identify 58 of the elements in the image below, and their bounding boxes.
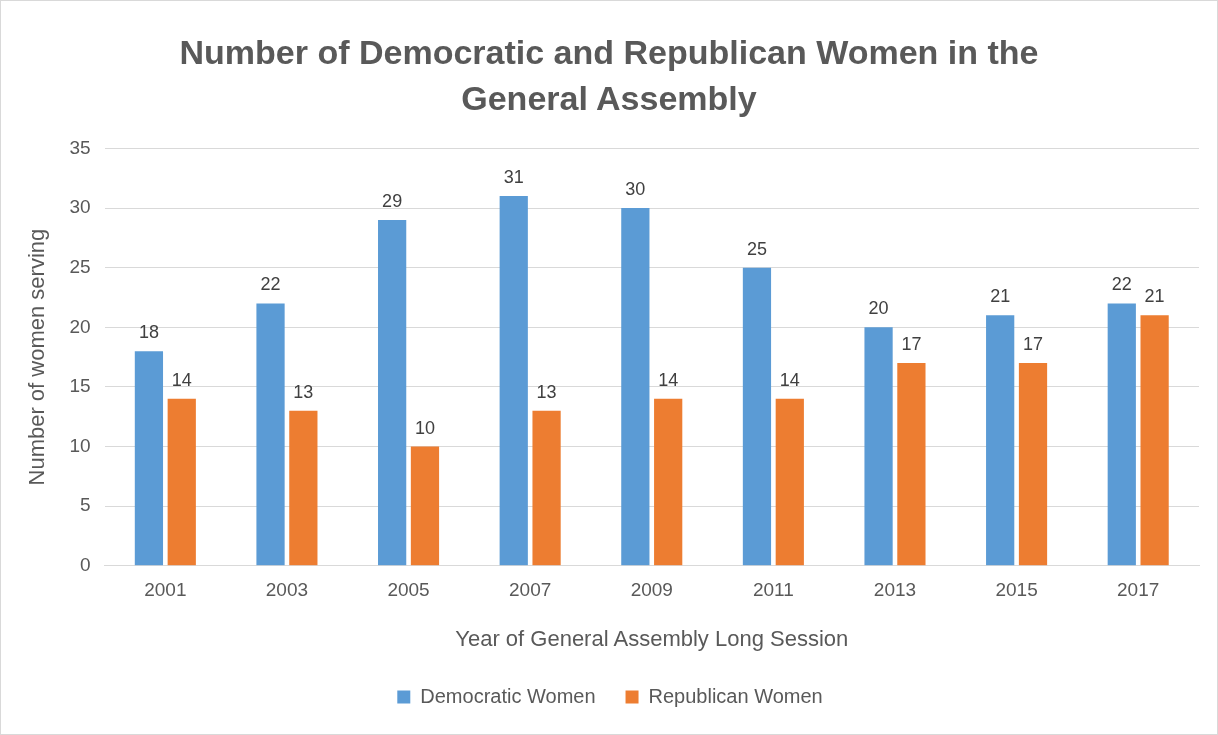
legend-label: Democratic Women	[420, 684, 596, 707]
x-tick-label: 2005	[387, 579, 430, 601]
bar	[256, 303, 285, 566]
x-tick-label: 2011	[752, 579, 794, 601]
bar	[134, 351, 164, 566]
y-tick-label: 0	[79, 554, 91, 576]
bar	[378, 219, 407, 566]
bar	[1140, 315, 1169, 566]
x-tick-label: 2001	[144, 579, 187, 601]
bar	[897, 363, 926, 566]
data-label: 10	[414, 417, 435, 438]
data-label: 30	[625, 179, 646, 199]
data-label: 14	[779, 369, 800, 390]
legend-label: Republican Women	[648, 684, 823, 707]
y-tick-label: 30	[69, 196, 91, 218]
bar	[654, 398, 683, 566]
x-axis-title: Year of General Assembly Long Session	[455, 625, 849, 651]
data-label: 13	[293, 381, 314, 402]
bar	[1107, 303, 1136, 566]
data-label: 17	[901, 334, 922, 355]
bar	[532, 410, 561, 566]
data-label: 13	[536, 381, 557, 402]
bar	[289, 410, 318, 566]
bar	[775, 398, 804, 566]
data-label: 21	[1144, 286, 1165, 307]
bar	[1018, 363, 1048, 566]
x-tick-label: 2017	[1117, 579, 1160, 601]
bar	[499, 196, 528, 566]
data-label: 25	[746, 238, 767, 259]
bar	[864, 327, 893, 566]
data-label: 29	[382, 190, 403, 211]
data-label: 18	[138, 322, 159, 343]
data-label: 14	[171, 369, 192, 390]
y-tick-label: 35	[69, 136, 91, 158]
y-axis-title: Number of women serving	[24, 228, 50, 486]
bar	[410, 446, 440, 566]
y-tick-label: 10	[69, 434, 91, 456]
x-tick-label: 2007	[509, 579, 552, 601]
bar	[167, 398, 196, 566]
data-label: 22	[260, 274, 281, 295]
bar	[621, 208, 650, 566]
y-tick-label: 20	[69, 315, 91, 337]
x-tick-label: 2003	[265, 579, 309, 601]
data-label: 20	[868, 298, 889, 319]
bar	[986, 315, 1015, 566]
data-label: 22	[1111, 274, 1132, 295]
y-tick-label: 15	[69, 375, 91, 397]
x-tick-label: 2013	[873, 579, 917, 601]
x-tick-label: 2009	[630, 579, 673, 601]
x-tick-label: 2015	[995, 579, 1038, 601]
chart-title: Number of Democratic and Republican Women in the General Assembly	[178, 32, 1040, 119]
data-label: 17	[1022, 334, 1044, 355]
data-label: 21	[990, 286, 1011, 307]
bar	[742, 267, 772, 566]
data-label: 31	[503, 167, 524, 188]
y-tick-label: 5	[79, 494, 91, 516]
y-tick-label: 25	[69, 255, 91, 277]
data-label: 14	[658, 369, 679, 390]
